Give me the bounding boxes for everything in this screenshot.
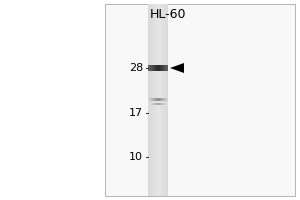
- Text: 10: 10: [129, 152, 143, 162]
- Text: HL-60: HL-60: [150, 7, 186, 21]
- Bar: [105, 4, 295, 196]
- Polygon shape: [170, 63, 184, 73]
- Text: 17: 17: [129, 108, 143, 118]
- Text: 28: 28: [129, 63, 143, 73]
